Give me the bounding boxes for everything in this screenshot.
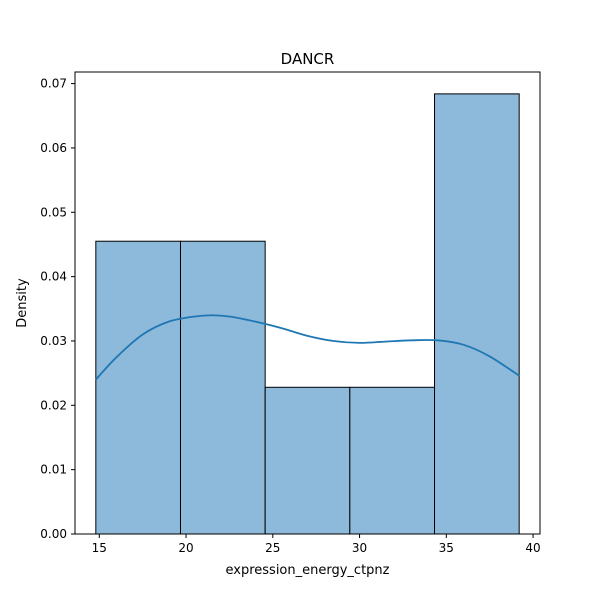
y-tick-label: 0.03 (40, 334, 67, 348)
histogram-bar-4 (349, 386, 436, 535)
y-tick-label: 0.00 (40, 527, 67, 541)
y-axis-label: Density (15, 278, 30, 328)
y-tick-label: 0.07 (40, 77, 67, 91)
y-tick-label: 0.05 (40, 205, 67, 219)
kde-layer (95, 314, 520, 381)
y-tick-label: 0.02 (40, 398, 67, 412)
histogram-bar-3 (264, 386, 351, 535)
histogram-bar-1 (95, 240, 181, 535)
histogram-bar-2 (179, 240, 266, 535)
x-tick-label: 35 (439, 541, 454, 555)
histogram-bars (95, 93, 520, 535)
y-tick-label: 0.04 (40, 270, 67, 284)
x-tick-label: 30 (352, 541, 367, 555)
x-tick-label: 25 (265, 541, 280, 555)
x-axis-ticks: 15 20 25 30 35 40 (92, 534, 541, 555)
x-tick-label: 20 (178, 541, 193, 555)
y-axis-ticks: 0.00 0.01 0.02 0.03 0.04 0.05 0.06 0.07 (40, 77, 75, 541)
plot-area-frame (74, 71, 541, 535)
chart-title: DANCR (281, 50, 335, 68)
x-tick-label: 40 (525, 541, 540, 555)
x-tick-label: 15 (92, 541, 107, 555)
y-tick-label: 0.06 (40, 141, 67, 155)
kde-curve (95, 314, 520, 381)
x-axis-label: expression_energy_ctpnz (226, 563, 390, 578)
histogram-bar-5 (434, 93, 520, 535)
y-tick-label: 0.01 (40, 463, 67, 477)
